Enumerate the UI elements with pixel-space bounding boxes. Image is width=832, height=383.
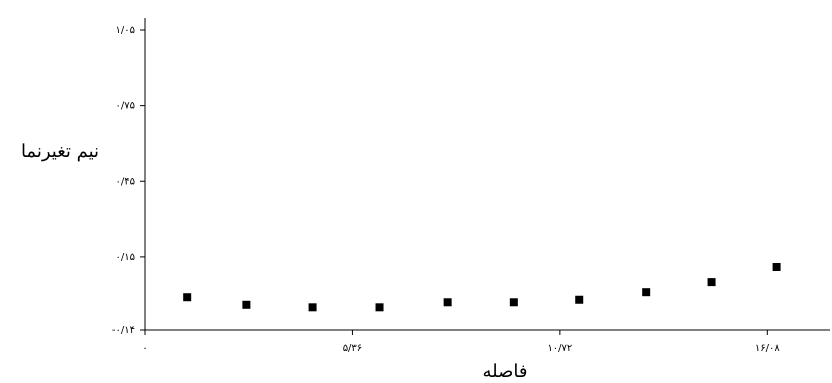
y-tick-label: ۱/۰۵ <box>116 25 135 36</box>
point <box>642 288 651 297</box>
point <box>443 298 452 307</box>
y-axis-title: نیم تغیرنما <box>21 141 99 162</box>
point <box>242 300 251 309</box>
point <box>509 298 518 307</box>
point <box>375 303 384 312</box>
point <box>183 293 192 302</box>
x-tick-label: ٠ <box>142 343 147 354</box>
x-tick-label: ۱۰/۷۲ <box>547 343 572 354</box>
x-axis-title: فاصله <box>483 361 528 382</box>
point <box>308 303 317 312</box>
y-tick-label: ۰/۷۵ <box>116 101 135 112</box>
y-tick-label: -۰/۱۴ <box>112 325 135 336</box>
y-tick-label: ۰/۴۵ <box>116 176 135 187</box>
x-tick-label: ۱۶/۰۸ <box>755 343 780 354</box>
point <box>707 278 716 287</box>
point <box>772 262 781 271</box>
point <box>575 295 584 304</box>
y-tick-label: ۰/۱۵ <box>116 252 135 263</box>
x-tick-label: ۵/۳۶ <box>343 343 362 354</box>
